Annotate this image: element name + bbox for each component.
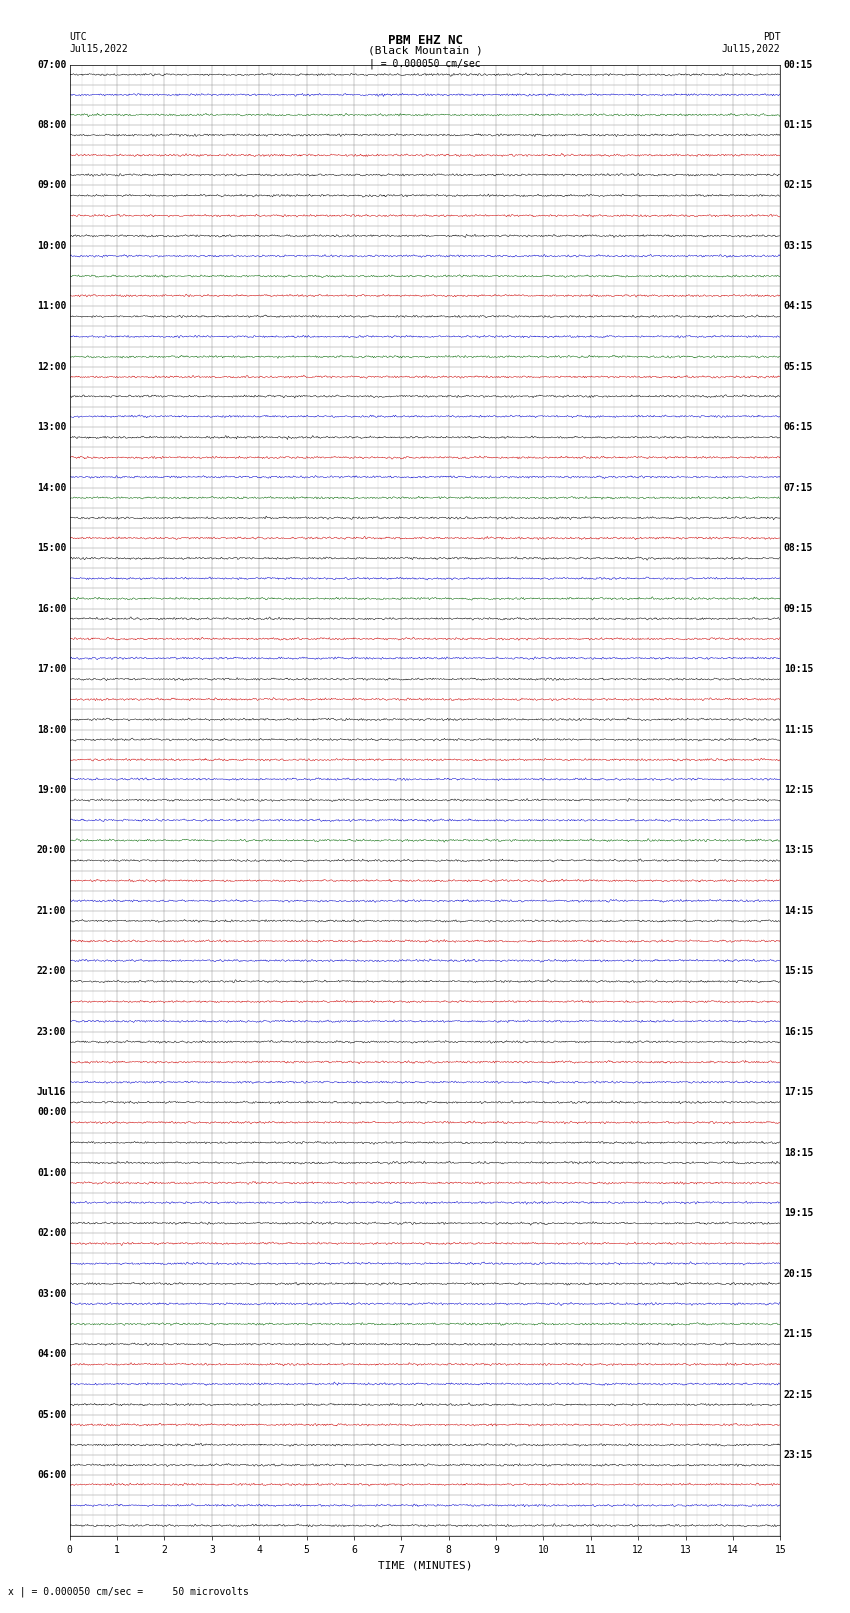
Text: 00:00: 00:00: [37, 1108, 66, 1118]
Text: 09:15: 09:15: [784, 603, 813, 613]
Text: 08:15: 08:15: [784, 544, 813, 553]
Text: 11:00: 11:00: [37, 302, 66, 311]
Text: 23:00: 23:00: [37, 1027, 66, 1037]
Text: 19:15: 19:15: [784, 1208, 813, 1218]
Text: 14:00: 14:00: [37, 482, 66, 492]
Text: 13:00: 13:00: [37, 423, 66, 432]
Text: UTC: UTC: [70, 32, 88, 42]
Text: 15:15: 15:15: [784, 966, 813, 976]
Text: 06:00: 06:00: [37, 1469, 66, 1481]
Text: 21:15: 21:15: [784, 1329, 813, 1339]
Text: 05:15: 05:15: [784, 361, 813, 371]
Text: 10:00: 10:00: [37, 240, 66, 252]
Text: 18:00: 18:00: [37, 724, 66, 734]
Text: 18:15: 18:15: [784, 1148, 813, 1158]
Text: 06:15: 06:15: [784, 423, 813, 432]
Text: 02:15: 02:15: [784, 181, 813, 190]
Text: 22:00: 22:00: [37, 966, 66, 976]
Text: 23:15: 23:15: [784, 1450, 813, 1460]
Text: 08:00: 08:00: [37, 119, 66, 131]
Text: 04:00: 04:00: [37, 1348, 66, 1360]
Text: 17:15: 17:15: [784, 1087, 813, 1097]
Text: 19:00: 19:00: [37, 786, 66, 795]
Text: Jul16: Jul16: [37, 1087, 66, 1097]
Text: 11:15: 11:15: [784, 724, 813, 734]
Text: 20:00: 20:00: [37, 845, 66, 855]
Text: 17:00: 17:00: [37, 665, 66, 674]
X-axis label: TIME (MINUTES): TIME (MINUTES): [377, 1560, 473, 1569]
Text: 07:00: 07:00: [37, 60, 66, 69]
Text: PDT: PDT: [762, 32, 780, 42]
Text: 09:00: 09:00: [37, 181, 66, 190]
Text: 02:00: 02:00: [37, 1229, 66, 1239]
Text: 12:00: 12:00: [37, 361, 66, 371]
Text: 07:15: 07:15: [784, 482, 813, 492]
Text: 22:15: 22:15: [784, 1389, 813, 1400]
Text: 03:00: 03:00: [37, 1289, 66, 1298]
Text: 16:15: 16:15: [784, 1027, 813, 1037]
Text: | = 0.000050 cm/sec: | = 0.000050 cm/sec: [369, 58, 481, 69]
Text: 01:00: 01:00: [37, 1168, 66, 1177]
Text: 01:15: 01:15: [784, 119, 813, 131]
Text: 13:15: 13:15: [784, 845, 813, 855]
Text: Jul15,2022: Jul15,2022: [70, 44, 128, 53]
Text: 15:00: 15:00: [37, 544, 66, 553]
Text: x | = 0.000050 cm/sec =     50 microvolts: x | = 0.000050 cm/sec = 50 microvolts: [8, 1586, 249, 1597]
Text: 10:15: 10:15: [784, 665, 813, 674]
Text: 21:00: 21:00: [37, 907, 66, 916]
Text: 00:15: 00:15: [784, 60, 813, 69]
Text: 03:15: 03:15: [784, 240, 813, 252]
Text: 20:15: 20:15: [784, 1268, 813, 1279]
Text: 05:00: 05:00: [37, 1410, 66, 1419]
Text: 16:00: 16:00: [37, 603, 66, 613]
Text: (Black Mountain ): (Black Mountain ): [367, 45, 483, 55]
Text: 04:15: 04:15: [784, 302, 813, 311]
Text: 14:15: 14:15: [784, 907, 813, 916]
Text: Jul15,2022: Jul15,2022: [722, 44, 780, 53]
Text: PBM EHZ NC: PBM EHZ NC: [388, 34, 462, 47]
Text: 12:15: 12:15: [784, 786, 813, 795]
